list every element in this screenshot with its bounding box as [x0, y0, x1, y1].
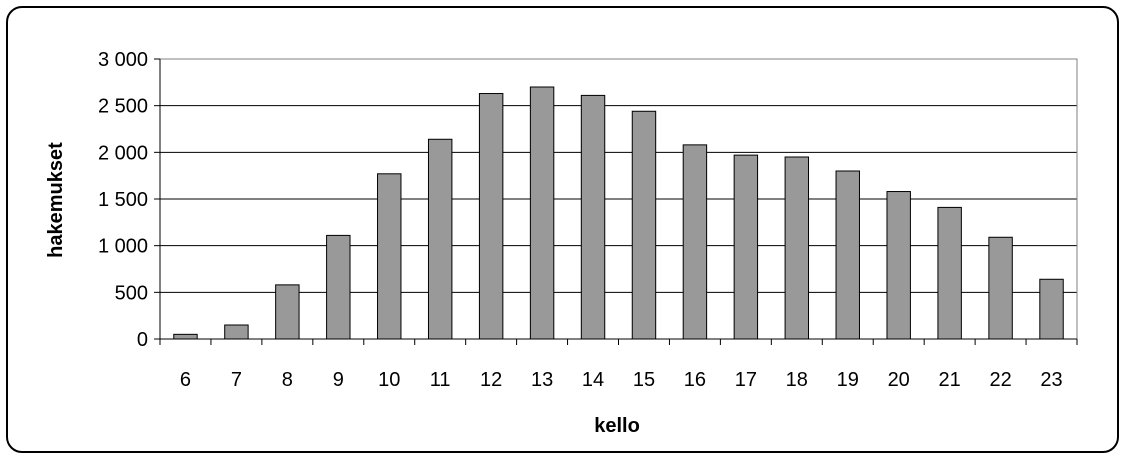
x-tick-label: 12 — [480, 369, 502, 391]
x-axis-title: kello — [594, 415, 640, 437]
x-tick-label: 14 — [582, 369, 604, 391]
bar — [733, 154, 759, 340]
x-tick-label: 18 — [786, 369, 808, 391]
bar — [173, 333, 198, 340]
y-tick-label: 1 000 — [98, 236, 148, 258]
bar — [326, 234, 351, 340]
bar — [937, 206, 962, 340]
x-tick-label: 8 — [282, 369, 293, 391]
y-tick-label: 500 — [115, 282, 148, 304]
x-tick-label: 23 — [1040, 369, 1062, 391]
chart-frame — [6, 6, 1119, 453]
x-tick-label: 6 — [180, 369, 191, 391]
bar — [478, 93, 504, 340]
bar — [886, 191, 911, 340]
bar — [224, 324, 249, 340]
x-tick-label: 9 — [333, 369, 344, 391]
x-tick-label: 11 — [430, 369, 451, 391]
x-tick-label: 22 — [989, 369, 1011, 391]
bar — [835, 170, 860, 340]
y-tick-label: 1 500 — [98, 189, 148, 211]
y-axis-title: hakemukset — [45, 142, 67, 258]
bar — [580, 94, 606, 340]
bar — [377, 173, 402, 340]
x-tick-label: 20 — [888, 369, 910, 391]
x-tick-label: 16 — [684, 369, 706, 391]
x-tick-label: 7 — [231, 369, 242, 391]
bar — [427, 138, 453, 340]
bar — [682, 144, 708, 340]
x-tick-label: 19 — [837, 369, 859, 391]
y-tick-label: 0 — [137, 329, 148, 351]
x-tick-label: 13 — [531, 369, 553, 391]
x-tick-label: 21 — [939, 369, 961, 391]
axes — [154, 58, 1078, 345]
bars — [173, 86, 1064, 340]
y-tick-labels: 0 500 1 000 1 500 2 000 2 500 3 000 — [98, 49, 148, 351]
x-tick-label: 10 — [378, 369, 400, 391]
y-tick-label: 3 000 — [98, 49, 148, 71]
bar — [784, 156, 810, 340]
y-tick-label: 2 000 — [98, 142, 148, 164]
bar — [988, 236, 1013, 340]
bar — [529, 86, 555, 340]
y-tick-label: 2 500 — [98, 96, 148, 118]
x-tick-labels: 6 7 8 9 10 11 12 13 14 15 16 17 18 19 20 21 22 23 — [180, 369, 1063, 391]
x-tick-label: 17 — [735, 369, 757, 391]
bar — [275, 284, 300, 340]
bar — [631, 110, 657, 340]
bar — [1039, 278, 1064, 340]
x-tick-label: 15 — [633, 369, 655, 391]
